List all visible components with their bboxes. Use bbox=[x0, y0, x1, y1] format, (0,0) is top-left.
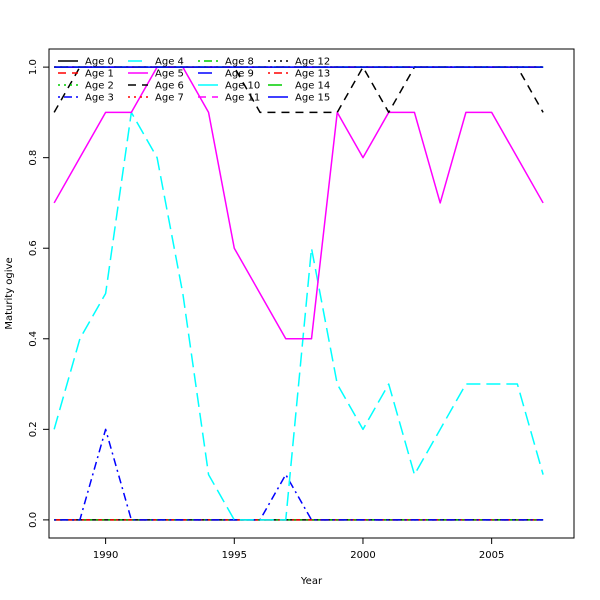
x-tick-label: 2005 bbox=[479, 550, 504, 561]
legend-label: Age 15 bbox=[295, 93, 330, 104]
x-axis-label: Year bbox=[300, 576, 323, 587]
x-tick-label: 1995 bbox=[222, 550, 247, 561]
series-line-age-5 bbox=[53, 66, 544, 340]
legend-label: Age 14 bbox=[295, 81, 330, 92]
y-axis: 0.0 0.2 0.4 0.6 0.8 1.0 bbox=[28, 59, 49, 528]
legend-label: Age 0 bbox=[85, 57, 114, 68]
y-tick-label: 0.2 bbox=[28, 421, 39, 437]
legend-label: Age 5 bbox=[155, 69, 184, 80]
y-tick-label: 0.8 bbox=[28, 150, 39, 166]
legend-label: Age 8 bbox=[225, 57, 254, 68]
y-tick-label: 0.0 bbox=[28, 512, 39, 528]
y-tick-label: 1.0 bbox=[28, 59, 39, 75]
legend-label: Age 1 bbox=[85, 69, 114, 80]
legend-label: Age 2 bbox=[85, 81, 114, 92]
legend-label: Age 4 bbox=[155, 57, 184, 68]
series-line-age-4 bbox=[53, 111, 544, 521]
y-axis-label: Maturity ogive bbox=[4, 257, 15, 329]
legend-label: Age 13 bbox=[295, 69, 330, 80]
series-line-age-3 bbox=[54, 428, 544, 521]
x-tick-label: 1990 bbox=[93, 550, 118, 561]
y-tick-label: 0.6 bbox=[28, 240, 39, 256]
x-tick-label: 2000 bbox=[350, 550, 375, 561]
legend-label: Age 9 bbox=[225, 69, 254, 80]
series-layer bbox=[53, 66, 544, 521]
legend-label: Age 6 bbox=[155, 81, 184, 92]
legend-label: Age 7 bbox=[155, 93, 184, 104]
legend-label: Age 12 bbox=[295, 57, 330, 68]
legend-label: Age 11 bbox=[225, 93, 260, 104]
x-axis: 1990 1995 2000 2005 bbox=[93, 538, 504, 561]
plot-frame bbox=[48, 48, 575, 539]
y-tick-label: 0.4 bbox=[28, 331, 39, 347]
legend-label: Age 10 bbox=[225, 81, 260, 92]
legend-label: Age 3 bbox=[85, 93, 114, 104]
